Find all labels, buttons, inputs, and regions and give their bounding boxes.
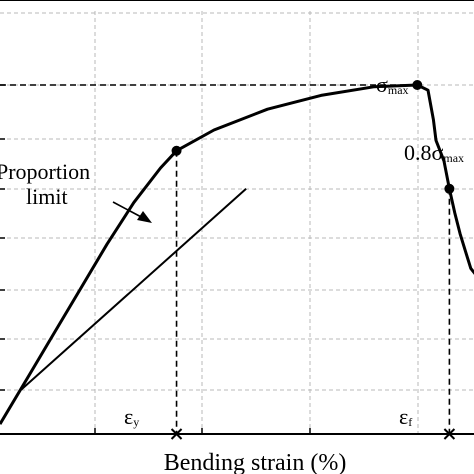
axes [0,0,474,435]
sigma-max-symbol: σ [376,72,388,97]
x-mark [443,428,456,440]
epsilon-f-label: εf [399,404,412,429]
proportion-arrow-head [137,211,152,223]
proportion-limit-label-line2: limit [26,184,68,209]
sigma-max-subscript: max [388,83,409,97]
eighty-percent-symbol: 0.8σ [404,140,444,165]
point-markers [171,80,455,194]
guide-lines [0,84,451,434]
x-axis-label: Bending strain (%) [164,450,347,474]
epsilon-f-subscript: f [408,415,412,429]
tangent-line [20,188,247,391]
sigma-max-label: σmax [376,72,409,97]
eighty-percent-label: 0.8σmax [404,140,464,165]
data-point-marker [444,183,455,194]
proportion-limit-label-line1: Proportion [0,159,90,184]
strain-x-marks [170,428,456,440]
grid-lines [0,11,474,434]
data-point-marker [412,80,423,90]
epsilon-y-subscript: y [133,415,139,429]
stress-strain-curve [0,83,474,425]
epsilon-y-symbol: ε [124,404,133,429]
eighty-percent-subscript: max [443,151,464,165]
data-point-marker [171,145,182,156]
x-mark [170,428,183,440]
epsilon-f-symbol: ε [399,404,408,429]
epsilon-y-label: εy [124,404,139,429]
